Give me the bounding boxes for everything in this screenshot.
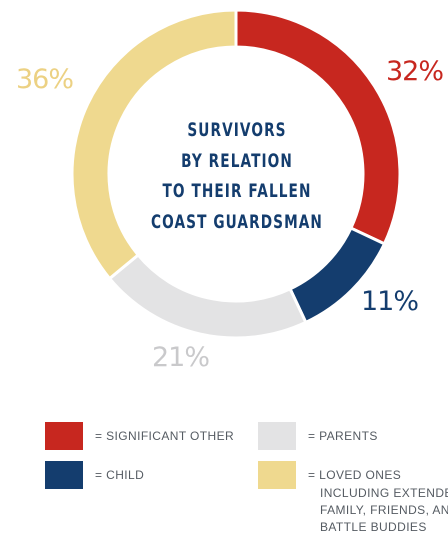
legend-swatch-child	[45, 461, 83, 489]
legend-label-significant-other: = SIGNIFICANT OTHER	[95, 429, 235, 443]
legend-label-loved-ones: = LOVED ONES	[308, 468, 402, 482]
legend-swatch-parents	[258, 422, 296, 450]
legend-label-parents: = PARENTS	[308, 429, 378, 443]
chart-title-line: COAST GUARDSMAN	[151, 210, 323, 233]
legend-label-loved-ones-line: INCLUDING EXTENDE	[320, 486, 448, 500]
legend-label-loved-ones-line: BATTLE BUDDIES	[320, 520, 427, 534]
chart-title-line: SURVIVORS	[187, 119, 287, 141]
pct-label-child: 11%	[361, 286, 419, 317]
donut-chart	[70, 8, 402, 340]
pct-label-parents: 21%	[152, 342, 210, 373]
legend-swatch-loved-ones	[258, 461, 296, 489]
pct-label-loved-ones: 36%	[16, 64, 74, 95]
donut-slice-parents	[107, 252, 308, 340]
legend-label-child: = CHILD	[95, 468, 145, 482]
legend-swatch-significant-other	[45, 422, 83, 450]
chart-title-line: TO THEIR FALLEN	[162, 180, 312, 202]
donut-slice-loved-ones	[70, 8, 238, 281]
chart-title: SURVIVORS BY RELATION TO THEIR FALLEN CO…	[151, 115, 324, 237]
pct-label-significant-other: 32%	[386, 56, 444, 87]
chart-title-line: BY RELATION	[181, 149, 293, 172]
legend-label-loved-ones-line: FAMILY, FRIENDS, AN	[320, 503, 448, 517]
